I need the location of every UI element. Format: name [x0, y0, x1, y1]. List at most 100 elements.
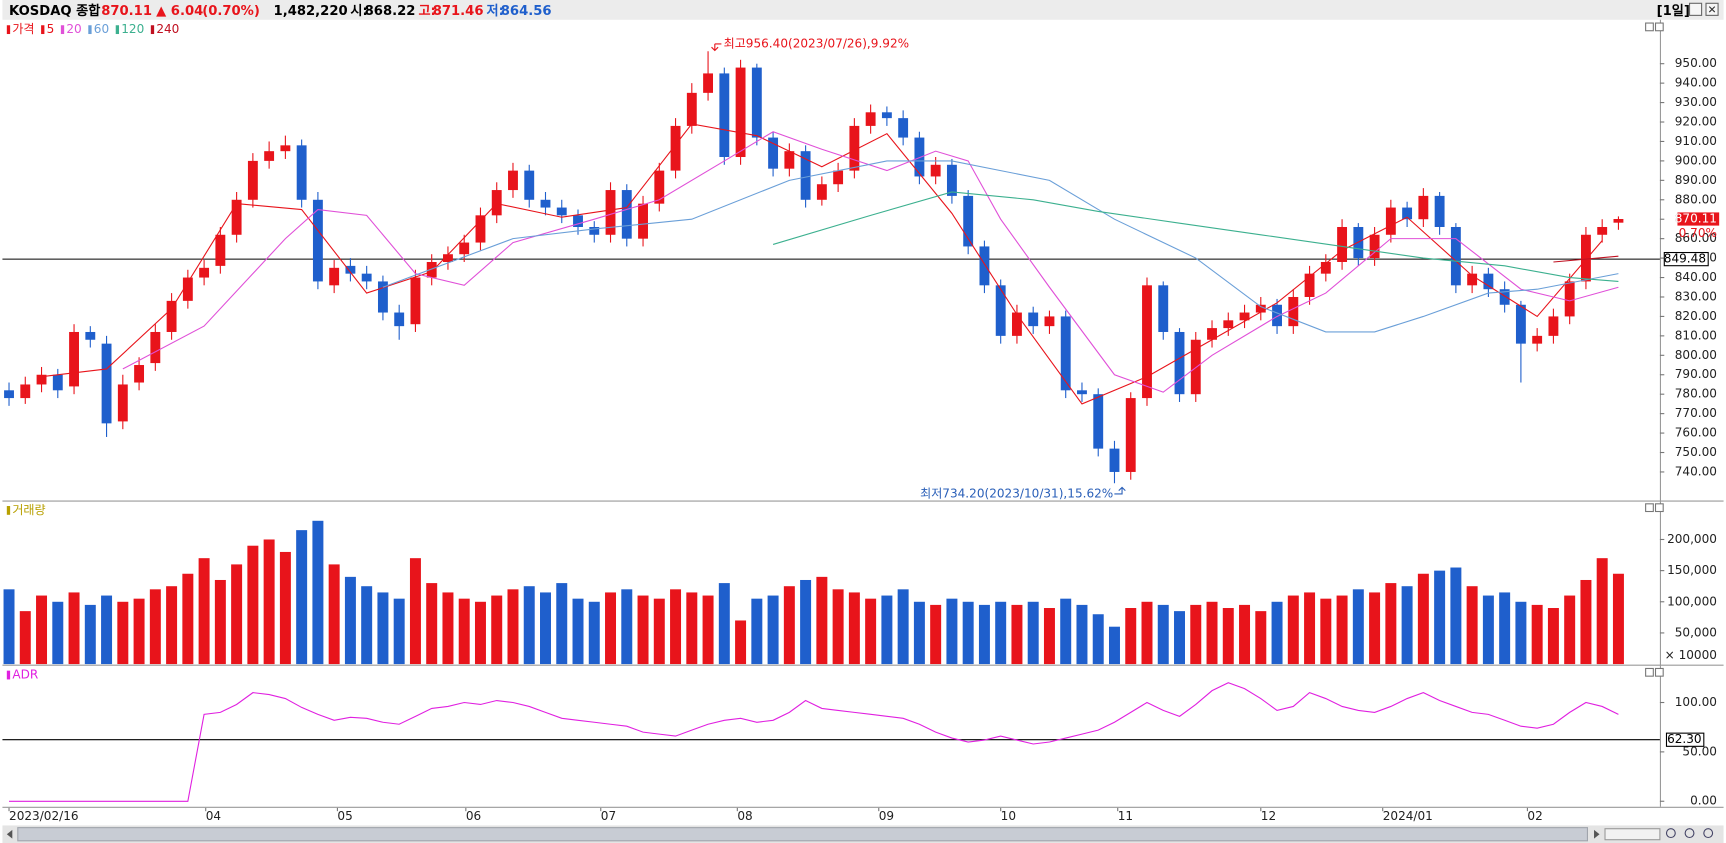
- y-tick-label: 50.00: [1682, 744, 1717, 758]
- annotation-arrow: [1114, 486, 1126, 495]
- panel-button[interactable]: [1654, 667, 1664, 677]
- candle-body: [1060, 316, 1071, 391]
- volume-bar: [166, 586, 178, 665]
- candle-body: [1580, 234, 1591, 282]
- candle-body: [199, 267, 210, 278]
- low-label: 저:: [487, 3, 504, 19]
- legend-label: 60: [94, 22, 109, 36]
- candle-body: [1044, 316, 1055, 327]
- zoom-slider[interactable]: [1604, 828, 1661, 841]
- legend-swatch: [115, 25, 120, 35]
- candle-body: [881, 112, 892, 119]
- volume-bar: [832, 589, 844, 665]
- scroll-left[interactable]: [6, 829, 13, 839]
- candle-body: [117, 384, 128, 422]
- last-change-label: 0.70%: [1679, 226, 1717, 240]
- header-bar: [2, 0, 1724, 20]
- volume-bar: [1027, 601, 1039, 665]
- panel-button[interactable]: [1645, 22, 1654, 32]
- volume-bar: [1434, 570, 1446, 665]
- volume-bar: [800, 579, 812, 665]
- zoom-in[interactable]: [1684, 828, 1695, 839]
- legend-label: 가격: [12, 22, 34, 36]
- volume-bar: [1060, 598, 1072, 665]
- candle-body: [1548, 316, 1559, 336]
- candle-body: [963, 195, 974, 247]
- candle-body: [556, 207, 567, 216]
- candle-body: [312, 199, 323, 282]
- y-tick-label: 830.00: [1675, 289, 1717, 303]
- candle-body: [1109, 448, 1120, 472]
- volume-bar: [117, 601, 129, 665]
- volume-bar: [361, 586, 373, 665]
- panel-button[interactable]: [1654, 22, 1664, 32]
- panel-button[interactable]: [1645, 503, 1654, 513]
- volume-bar: [491, 595, 503, 665]
- volume-bar: [1304, 592, 1316, 665]
- volume-bar: [670, 589, 682, 665]
- y-tick-label: 940.00: [1675, 76, 1717, 90]
- candle-body: [134, 365, 145, 383]
- candle-body: [1142, 285, 1152, 399]
- candle-body: [833, 170, 844, 185]
- legend-swatch: [6, 506, 11, 515]
- volume-bar: [702, 595, 714, 665]
- candle-body: [69, 331, 79, 387]
- volume-bar: [1011, 604, 1023, 665]
- candle-body: [1515, 304, 1526, 344]
- volume-bar: [458, 598, 470, 665]
- legend-label: 거래량: [12, 503, 45, 517]
- x-tick-label: 07: [601, 809, 616, 823]
- volume-bar: [946, 598, 958, 665]
- candle-body: [573, 215, 583, 227]
- scroll-thumb[interactable]: [17, 827, 1589, 842]
- volume-bar: [1043, 608, 1055, 665]
- volume-bar: [328, 564, 340, 665]
- scroll-right[interactable]: [1594, 829, 1600, 839]
- candle-body: [491, 190, 502, 216]
- volume-bar: [735, 620, 747, 665]
- x-tick-label: 05: [337, 809, 352, 823]
- volume-bar: [507, 589, 519, 665]
- maximize-button[interactable]: [1688, 2, 1703, 16]
- candle-body: [1434, 195, 1445, 227]
- candle-body: [719, 73, 730, 158]
- legend-label: 120: [121, 22, 144, 36]
- zoom-reset[interactable]: [1703, 828, 1714, 839]
- candle-body: [1467, 273, 1478, 286]
- volume-bar: [1596, 558, 1608, 665]
- volume-bar: [621, 589, 633, 665]
- period[interactable]: [1일]: [1657, 3, 1690, 19]
- volume-bar: [279, 551, 291, 665]
- unit-label: × 10000: [1665, 648, 1717, 662]
- last-price-box: [1677, 212, 1720, 226]
- volume-bar: [263, 539, 275, 665]
- volume-bar: [474, 601, 486, 665]
- volume-bar: [1385, 583, 1397, 665]
- candle-body: [686, 92, 697, 126]
- candle-body: [1223, 320, 1234, 329]
- y-tick-label: 810.00: [1675, 328, 1717, 342]
- zoom-out[interactable]: [1665, 828, 1676, 839]
- moving-average: [122, 131, 1619, 393]
- candle-body: [394, 312, 405, 327]
- window-buttons: [1688, 2, 1719, 16]
- volume-bar: [442, 592, 454, 665]
- candle-body: [865, 112, 876, 126]
- last-price-label: 870.11: [1675, 212, 1717, 226]
- volume-bar: [930, 604, 942, 665]
- y-tick-label: 890.00: [1675, 173, 1717, 187]
- volume-bar: [1450, 567, 1462, 665]
- volume-bar: [962, 601, 974, 665]
- volume-bar: [52, 601, 64, 665]
- candle-body: [1499, 289, 1510, 305]
- y-tick-label: 910.00: [1675, 134, 1717, 148]
- volume-bar: [995, 601, 1007, 665]
- volume-bar: [1190, 604, 1202, 665]
- panel-button[interactable]: [1645, 667, 1654, 677]
- candle-body: [1418, 195, 1429, 220]
- panel-button[interactable]: [1654, 503, 1664, 513]
- volume-bar: [101, 595, 113, 665]
- legend-swatch: [6, 670, 11, 680]
